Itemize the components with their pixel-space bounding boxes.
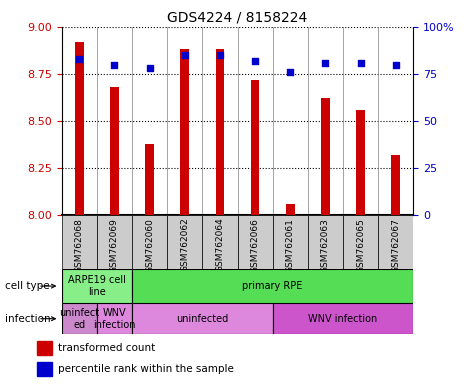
Bar: [216, 50, 224, 215]
Bar: [321, 98, 330, 215]
Bar: [62, 303, 97, 334]
Bar: [251, 79, 259, 215]
Text: primary RPE: primary RPE: [242, 281, 303, 291]
Bar: [356, 110, 365, 215]
Text: uninfected: uninfected: [176, 314, 228, 324]
Point: [76, 56, 83, 62]
Bar: [132, 269, 413, 303]
Point: [251, 58, 259, 64]
Text: GSM762067: GSM762067: [391, 218, 400, 273]
Title: GDS4224 / 8158224: GDS4224 / 8158224: [167, 10, 308, 24]
Bar: [37, 341, 52, 355]
Bar: [75, 42, 84, 215]
Point: [216, 52, 224, 58]
Text: WNV infection: WNV infection: [308, 314, 378, 324]
Bar: [97, 303, 132, 334]
Bar: [167, 215, 202, 269]
Bar: [391, 155, 400, 215]
Bar: [145, 144, 154, 215]
Text: uninfect
ed: uninfect ed: [59, 308, 99, 329]
Text: GSM762065: GSM762065: [356, 218, 365, 273]
Point: [392, 61, 399, 68]
Bar: [202, 215, 238, 269]
Point: [146, 65, 153, 71]
Text: GSM762066: GSM762066: [251, 218, 259, 273]
Bar: [62, 269, 132, 303]
Text: GSM762069: GSM762069: [110, 218, 119, 273]
Text: transformed count: transformed count: [57, 343, 155, 353]
Point: [286, 69, 294, 75]
Bar: [286, 204, 294, 215]
Text: GSM762060: GSM762060: [145, 218, 154, 273]
Bar: [110, 87, 119, 215]
Text: infection: infection: [5, 314, 50, 324]
Text: ARPE19 cell
line: ARPE19 cell line: [68, 275, 126, 297]
Text: GSM762061: GSM762061: [286, 218, 294, 273]
Bar: [308, 215, 343, 269]
Bar: [37, 362, 52, 376]
Point: [181, 52, 189, 58]
Point: [111, 61, 118, 68]
Point: [322, 60, 329, 66]
Bar: [273, 215, 308, 269]
Text: GSM762063: GSM762063: [321, 218, 330, 273]
Bar: [97, 215, 132, 269]
Text: GSM762062: GSM762062: [180, 218, 189, 273]
Bar: [180, 50, 189, 215]
Bar: [238, 215, 273, 269]
Bar: [343, 215, 378, 269]
Bar: [378, 215, 413, 269]
Text: percentile rank within the sample: percentile rank within the sample: [57, 364, 233, 374]
Point: [357, 60, 364, 66]
Bar: [273, 303, 413, 334]
Bar: [132, 215, 167, 269]
Text: GSM762068: GSM762068: [75, 218, 84, 273]
Bar: [62, 215, 97, 269]
Bar: [132, 303, 273, 334]
Text: cell type: cell type: [5, 281, 49, 291]
Text: GSM762064: GSM762064: [216, 218, 224, 273]
Text: WNV
infection: WNV infection: [93, 308, 136, 329]
